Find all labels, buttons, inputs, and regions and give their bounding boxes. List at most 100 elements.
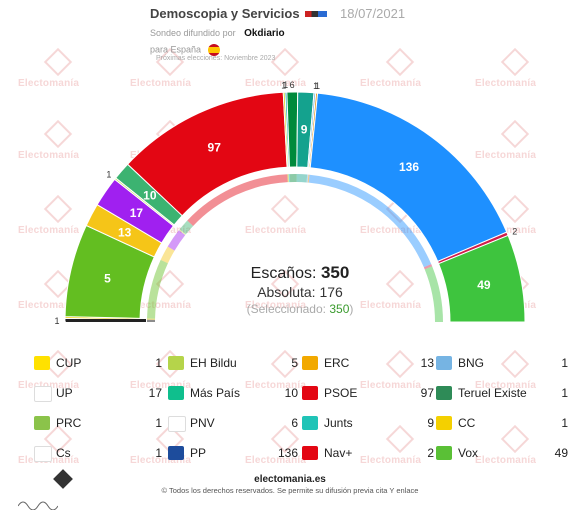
legend-item-cs: Cs 1 xyxy=(34,444,162,464)
watermark-text: Electomanía xyxy=(18,300,80,311)
legend-party-name: EH Bildu xyxy=(190,356,237,370)
legend-party-seats: 13 xyxy=(420,356,434,370)
legend-party-seats: 5 xyxy=(291,356,298,370)
legend-party-seats: 1 xyxy=(561,356,568,370)
seat-count-label: 17 xyxy=(130,206,144,220)
legend-item-erc: ERC 13 xyxy=(302,354,434,374)
source-outlet: Okdiario xyxy=(244,28,285,39)
poll-date: 18/07/2021 xyxy=(340,6,406,21)
scope-text: para España xyxy=(150,44,202,55)
legend-item-bng: BNG 1 xyxy=(436,354,568,374)
poll-scope: para España xyxy=(150,44,220,56)
legend-item-cup: CUP 1 xyxy=(34,354,162,374)
legend-item-cc: CC 1 xyxy=(436,414,568,434)
legend-party-name: Nav+ xyxy=(324,446,353,460)
legend-party-name: PSOE xyxy=(324,386,358,400)
watermark-text: Electomanía xyxy=(475,150,537,161)
bildu-logo-icon xyxy=(168,356,184,370)
bng-logo-icon xyxy=(436,356,452,370)
legend-party-seats: 1 xyxy=(561,416,568,430)
watermark-text: Electomanía xyxy=(245,78,307,89)
watermark-text: Electomanía xyxy=(245,300,307,311)
seat-count-label: 1 xyxy=(283,80,288,90)
junts-logo-icon xyxy=(302,416,318,430)
seat-count-label: 13 xyxy=(118,225,132,239)
legend-party-seats: 97 xyxy=(420,386,434,400)
cup-logo-icon xyxy=(34,356,50,370)
legend-party-seats: 2 xyxy=(427,446,434,460)
legend-party-seats: 10 xyxy=(284,386,298,400)
inner-segment-nav- xyxy=(147,319,156,322)
legend-item-pnv: PNV 6 xyxy=(168,414,298,434)
source-prefix: Sondeo difundido por xyxy=(150,28,236,38)
watermark-text: Electomanía xyxy=(360,455,422,466)
seat-count-label: 5 xyxy=(104,271,111,285)
pollster-name: Demoscopia y Servicios xyxy=(150,6,300,21)
pollster-logo-icon xyxy=(305,11,327,17)
inner-segment-pnv xyxy=(289,174,297,183)
legend-party-seats: 1 xyxy=(155,446,162,460)
watermark-text: Electomanía xyxy=(360,78,422,89)
inner-segment-cs xyxy=(160,246,175,264)
legend-party-name: Cs xyxy=(56,446,71,460)
majority-label: Absoluta: xyxy=(257,284,316,300)
watermark-text: Electomanía xyxy=(360,225,422,236)
inner-segment-up xyxy=(296,174,308,183)
inner-segment-junts xyxy=(288,174,291,183)
seats-value: 350 xyxy=(320,263,350,282)
footer-copyright: © Todos los derechos reservados. Se perm… xyxy=(161,486,419,495)
watermark-text: Electomanía xyxy=(130,78,192,89)
legend-party-name: UP xyxy=(56,386,73,400)
pnv-logo-icon xyxy=(168,416,186,432)
watermark-text: Electomanía xyxy=(130,380,192,391)
spain-flag-icon xyxy=(207,44,220,56)
legend-item-m-s-pa-s: Más País 10 xyxy=(168,384,298,404)
inner-segment-vox xyxy=(147,259,168,319)
inner-segment-teruel-existe xyxy=(307,174,310,183)
legend-item-up: UP 17 xyxy=(34,384,162,404)
seat-count-label: 1 xyxy=(106,170,111,180)
inner-segment-nav- xyxy=(423,264,433,270)
erc-logo-icon xyxy=(302,356,318,370)
watermark-text: Electomanía xyxy=(130,455,192,466)
legend-item-vox: Vox 49 xyxy=(436,444,568,464)
legend-party-seats: 6 xyxy=(291,416,298,430)
legend-party-name: Vox xyxy=(458,446,479,460)
seat-count-label: 1 xyxy=(313,81,318,91)
legend-party-name: ERC xyxy=(324,356,350,370)
inner-segment-pp xyxy=(308,174,432,268)
cc-logo-icon xyxy=(436,416,452,430)
inner-segment-cc xyxy=(147,318,156,320)
prc-logo-icon xyxy=(34,416,50,430)
legend-party-name: CC xyxy=(458,416,476,430)
footer-site: electomania.es xyxy=(254,474,326,485)
majority-value: 176 xyxy=(319,284,343,300)
legend-item-teruel-existe: Teruel Existe 1 xyxy=(436,384,568,404)
legend-item-pp: PP 136 xyxy=(168,444,298,464)
seat-count-label: 1 xyxy=(54,316,59,326)
legend-party-name: CUP xyxy=(56,356,82,370)
watermark-text: Electomanía xyxy=(475,455,537,466)
psoe-logo-icon xyxy=(302,386,318,400)
legend-party-name: Junts xyxy=(324,416,353,430)
legend-party-seats: 1 xyxy=(155,356,162,370)
legend-party-seats: 9 xyxy=(427,416,434,430)
legend-party-seats: 17 xyxy=(148,386,162,400)
legend-party-name: PRC xyxy=(56,416,82,430)
watermark-text: Electomanía xyxy=(18,380,79,391)
legend-party-seats: 49 xyxy=(554,446,568,460)
seat-count-label: 1 xyxy=(281,80,286,90)
seat-count-label: 10 xyxy=(143,189,157,203)
inner-segment-vox xyxy=(424,266,443,322)
watermark-text: Electomanía xyxy=(245,455,307,466)
watermark-text: Electomanía xyxy=(360,380,422,391)
seat-count-label: 97 xyxy=(208,140,222,154)
seats-label: Escaños: xyxy=(250,265,317,282)
selected-label: (Seleccionado: xyxy=(246,302,326,316)
selected-close: ) xyxy=(349,302,354,316)
mas-pais-logo-icon xyxy=(168,386,184,400)
watermark-text: Electomanía xyxy=(18,78,80,89)
legend-party-name: BNG xyxy=(458,356,485,370)
